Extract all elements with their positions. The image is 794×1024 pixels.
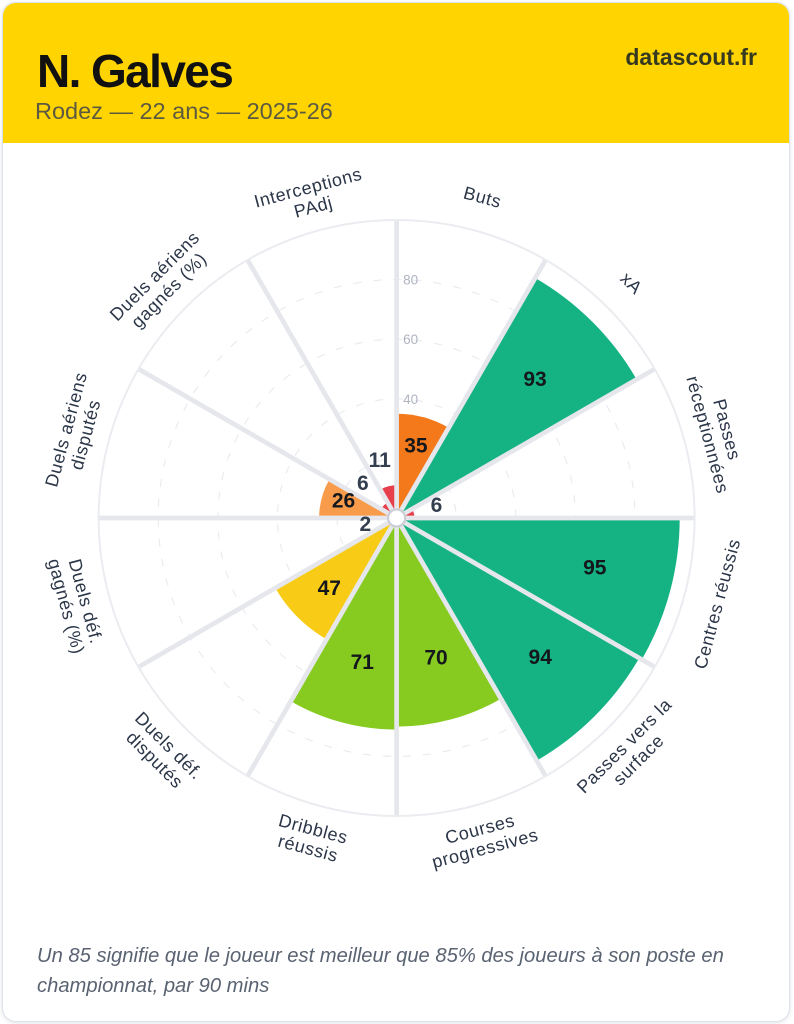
- svg-text:95: 95: [583, 557, 607, 580]
- svg-text:Duels déf.disputés: Duels déf.disputés: [117, 708, 207, 798]
- svg-text:80: 80: [403, 273, 418, 288]
- svg-text:Duels aériensdisputés: Duels aériensdisputés: [41, 370, 110, 494]
- svg-text:Centres réussis: Centres réussis: [690, 537, 744, 672]
- svg-text:InterceptionsPAdj: InterceptionsPAdj: [252, 164, 369, 231]
- svg-text:2: 2: [360, 513, 372, 536]
- svg-text:35: 35: [404, 434, 428, 457]
- svg-text:Buts: Buts: [461, 183, 503, 212]
- svg-text:Duels aériensgagnés (%): Duels aériensgagnés (%): [106, 227, 218, 339]
- svg-text:Duels déf.gagnés (%): Duels déf.gagnés (%): [44, 551, 108, 656]
- svg-text:60: 60: [403, 332, 418, 347]
- svg-text:47: 47: [318, 577, 341, 600]
- svg-text:Coursesprogressives: Coursesprogressives: [425, 805, 541, 872]
- svg-text:Passesréceptionnées: Passesréceptionnées: [682, 369, 752, 496]
- svg-text:Dribblesréussis: Dribblesréussis: [271, 810, 350, 867]
- svg-text:6: 6: [431, 494, 443, 517]
- svg-text:26: 26: [332, 490, 355, 513]
- svg-text:11: 11: [369, 449, 392, 472]
- svg-text:71: 71: [351, 651, 375, 674]
- svg-text:xA: xA: [616, 268, 646, 298]
- svg-text:94: 94: [529, 646, 553, 669]
- svg-text:93: 93: [523, 368, 546, 391]
- svg-text:40: 40: [403, 392, 418, 407]
- svg-text:6: 6: [357, 472, 369, 495]
- svg-text:70: 70: [424, 647, 447, 670]
